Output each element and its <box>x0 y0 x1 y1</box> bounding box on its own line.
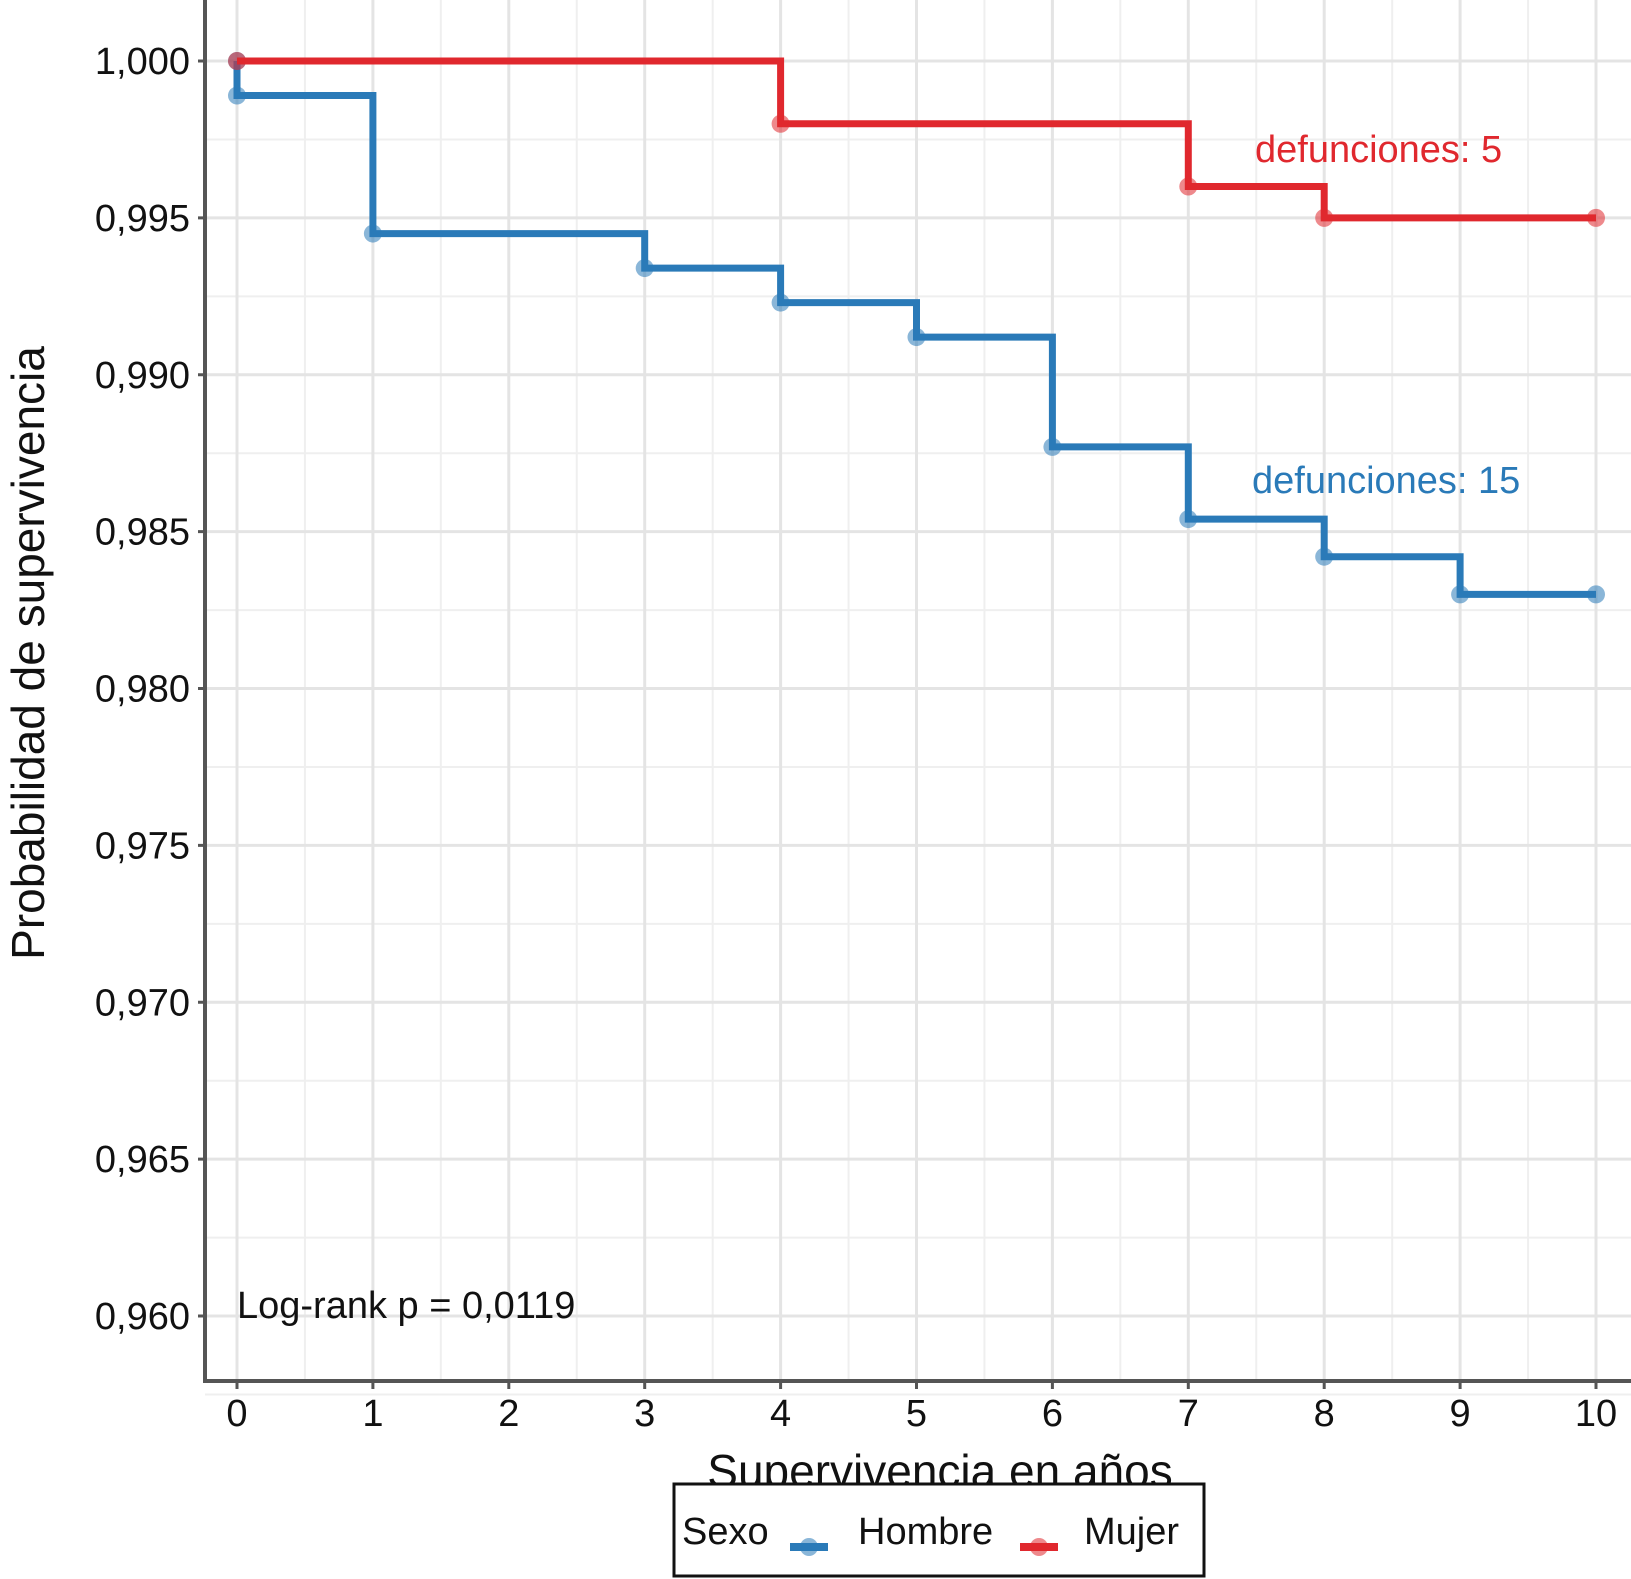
series-layer: defunciones: 15 defunciones: 5 <box>228 52 1605 604</box>
point-hombre <box>1043 437 1062 456</box>
y-tick-label: 0,995 <box>95 198 190 240</box>
point-mujer <box>1587 208 1605 227</box>
point-hombre <box>363 224 382 243</box>
point-hombre <box>228 86 246 105</box>
grid-major <box>205 0 1631 1381</box>
p-value-text: Log-rank p = 0,0119 <box>237 1285 575 1327</box>
y-tick-label: 0,965 <box>95 1139 190 1181</box>
x-tick-label: 4 <box>770 1393 791 1435</box>
y-tick-label: 1,000 <box>95 41 190 83</box>
point-hombre <box>1179 510 1198 529</box>
legend-label-hombre: Hombre <box>858 1511 993 1553</box>
point-hombre <box>1451 585 1470 604</box>
point-mujer <box>228 52 246 70</box>
point-hombre <box>1315 547 1334 566</box>
point-hombre <box>635 259 654 278</box>
point-mujer <box>1179 177 1198 196</box>
x-tick-label: 6 <box>1042 1393 1063 1435</box>
legend-key-dot-mujer <box>1030 1538 1048 1556</box>
point-hombre <box>771 293 790 312</box>
point-mujer <box>1315 208 1334 227</box>
legend-box <box>672 1482 1206 1578</box>
x-tick-label: 0 <box>226 1393 247 1435</box>
x-tick-label: 2 <box>498 1393 519 1435</box>
y-tick-label: 0,980 <box>95 669 190 711</box>
x-tick-label: 8 <box>1314 1393 1335 1435</box>
x-tick-labels: 0 1 2 3 4 5 6 7 8 9 10 <box>226 1381 1617 1435</box>
y-tick-label: 0,975 <box>95 825 190 867</box>
y-tick-labels: 0,960 0,965 0,970 0,975 0,980 0,985 0,990 0,995… <box>95 41 205 1338</box>
x-tick-label: 9 <box>1450 1393 1471 1435</box>
legend: Sexo Hombre Mujer <box>672 1482 1206 1578</box>
point-hombre <box>907 328 926 347</box>
legend-key-dot-hombre <box>800 1538 818 1556</box>
y-tick-label: 0,985 <box>95 512 190 554</box>
annotation-hombre: defunciones: 15 <box>1252 460 1520 502</box>
x-tick-label: 3 <box>634 1393 655 1435</box>
x-tick-label: 5 <box>906 1393 927 1435</box>
y-tick-label: 0,960 <box>95 1296 190 1338</box>
point-hombre <box>1587 585 1605 604</box>
x-tick-label: 10 <box>1575 1393 1617 1435</box>
y-tick-label: 0,990 <box>95 355 190 397</box>
x-tick-label: 7 <box>1178 1393 1199 1435</box>
point-mujer <box>771 114 790 133</box>
legend-label-mujer: Mujer <box>1084 1511 1179 1553</box>
y-tick-label: 0,970 <box>95 982 190 1024</box>
annotation-mujer: defunciones: 5 <box>1255 129 1502 171</box>
legend-title: Sexo <box>682 1511 769 1553</box>
y-axis-title: Probabilidad de supervivencia <box>2 346 54 960</box>
x-tick-label: 1 <box>362 1393 383 1435</box>
